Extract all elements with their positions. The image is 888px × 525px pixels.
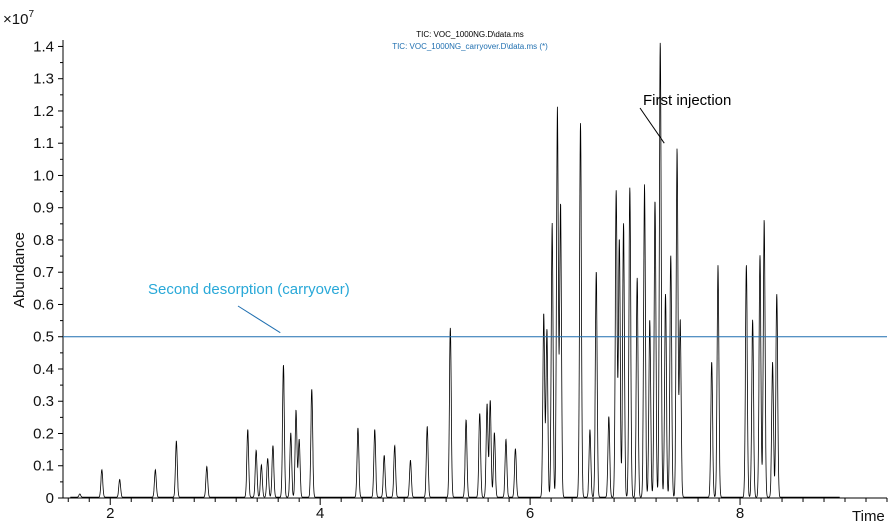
y-tick-label: 0.1: [33, 458, 54, 475]
y-tick-label: 1.3: [33, 71, 54, 88]
y-tick-label: 0.7: [33, 264, 54, 281]
y-tick-label: 0.5: [33, 329, 54, 346]
y-tick-label: 1.1: [33, 135, 54, 152]
y-tick-label: 0.6: [33, 296, 54, 313]
x-tick-label: 2: [106, 505, 114, 522]
y-tick-label: 0.8: [33, 232, 54, 249]
trace-first-injection: [70, 42, 840, 498]
x-tick-label: 8: [736, 505, 744, 522]
x-axis-ticks: 2 4 6 8: [67, 498, 888, 522]
y-tick-label: 0.4: [33, 361, 54, 378]
y-tick-label: 0.2: [33, 425, 54, 442]
y-axis-multiplier: ×107: [3, 9, 34, 28]
y-axis-ticks: 0 0.1 0.2 0.3 0.4 0.5 0.6 0.7 0.8 0.9 1.0 1.1 1.2 1.3…: [33, 38, 63, 507]
y-tick-label: 0.9: [33, 200, 54, 217]
y-axis-title: Abundance: [11, 232, 28, 308]
y-tick-label: 0: [46, 490, 54, 507]
y-tick-label: 1.2: [33, 103, 54, 120]
annotation-first-injection-pointer: [639, 107, 665, 144]
y-tick-label: 1.0: [33, 167, 54, 184]
x-axis-title: Time: [852, 508, 885, 525]
x-tick-label: 6: [526, 505, 534, 522]
annotation-second-desorption-pointer: [237, 305, 281, 334]
annotation-second-desorption: Second desorption (carryover): [148, 281, 350, 298]
y-tick-label: 1.4: [33, 38, 54, 55]
legend-entry-carryover: TIC: VOC_1000NG_carryover.D\data.ms (*): [392, 42, 548, 51]
annotation-first-injection: First injection: [643, 92, 731, 109]
y-tick-label: 0.3: [33, 393, 54, 410]
series-first-injection: [70, 42, 840, 498]
x-tick-label: 4: [316, 505, 324, 522]
legend-entry-first-injection: TIC: VOC_1000NG.D\data.ms: [416, 30, 524, 39]
